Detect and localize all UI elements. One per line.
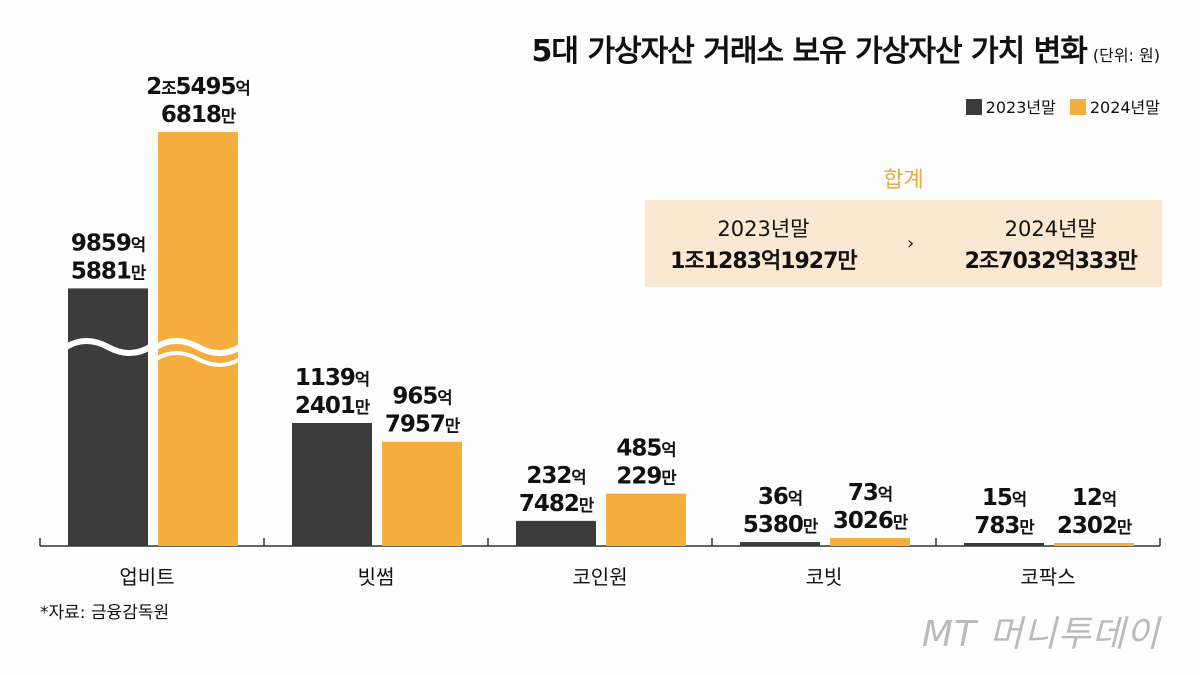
summary-2023: 2023년말 1조1283억1927만 [670,213,857,275]
chart-title: 5대 가상자산 거래소 보유 가상자산 가치 변화 (단위: 원) [532,26,1160,70]
summary-year: 2023년말 [717,216,810,241]
summary-2024: 2024년말 2조7032억333만 [964,213,1138,275]
bar-value-label: 229만 [616,464,676,490]
bar-value-label: 7957만 [385,412,460,438]
category-label: 업비트 [119,565,174,589]
bar-value-label: 7482만 [519,491,594,517]
bar-2024 [382,441,462,546]
bar-value-label: 783만 [974,513,1034,539]
source-note: *자료: 금융감독원 [40,603,170,623]
bar-value-label: 6818만 [161,102,236,128]
bar-2024 [830,538,910,546]
summary-year: 2024년말 [1004,216,1097,241]
unit-label: (단위: 원) [1092,46,1160,65]
bar-value-label: 15억 [982,485,1026,511]
bar-value-label: 12억 [1072,485,1116,511]
bar-2023 [964,543,1044,546]
bar-2024 [1054,543,1134,546]
bar-2023 [740,542,820,546]
summary-title: 합계 [883,168,924,193]
bar-value-label: 485억 [616,436,675,462]
bar-value-label: 1139억 [295,365,369,391]
legend-label: 2024년말 [1089,98,1160,117]
bar-value-label: 2401만 [295,393,370,419]
arrow-icon: › [907,233,915,254]
bar-2023 [68,288,148,546]
category-label: 코인원 [572,565,627,589]
bar-value-label: 36억 [758,484,802,510]
legend-swatch [965,99,982,115]
bar-2023 [292,422,372,546]
legend-label: 2023년말 [985,98,1056,117]
legend-swatch [1069,99,1086,115]
watermark-logo: MT 머니투데이 [921,614,1160,655]
category-label: 코팍스 [1020,565,1075,589]
axis-break-icon [154,338,242,356]
summary-value: 1조1283억1927만 [670,248,857,274]
bar-value-label: 5881만 [71,258,146,284]
category-label: 코빗 [806,565,843,589]
legend-item-2024: 2024년말 [1069,94,1160,118]
summary-value: 2조7032억333만 [964,248,1138,274]
legend-item-2023: 2023년말 [965,94,1056,118]
category-label: 빗썸 [358,565,395,589]
bar-value-label: 232억 [526,463,585,489]
bar-value-label: 2302만 [1057,513,1132,539]
bar-2024 [606,493,686,546]
title-text: 5대 가상자산 거래소 보유 가상자산 가치 변화 [531,34,1088,69]
bar-value-label: 2조5495억 [146,74,250,100]
bar-value-label: 9859억 [71,230,145,256]
summary-box: 2023년말 1조1283억1927만 › 2024년말 2조7032억333만 [645,200,1162,287]
axis-break-icon [154,351,242,367]
bar-value-label: 5380만 [743,512,818,538]
bar-2023 [516,520,596,546]
legend: 2023년말 2024년말 [965,94,1160,118]
bar-value-label: 3026만 [833,508,908,534]
bar-value-label: 73억 [848,480,892,506]
axis-break-icon [64,338,152,356]
bar-value-label: 965억 [392,384,451,410]
